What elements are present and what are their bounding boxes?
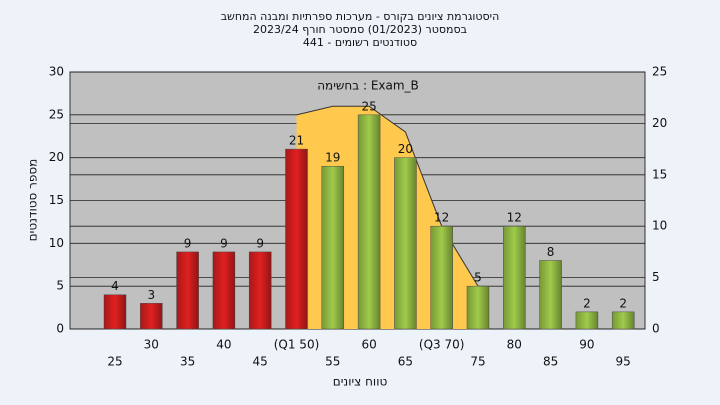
x-tick-label: 95: [616, 355, 631, 369]
chart-subtitle: סטודנטים רשומים - 441: [303, 36, 417, 49]
value-label: 3: [147, 288, 155, 302]
value-label: 4: [111, 279, 119, 293]
y-axis-label: מספר סטודנטים: [26, 159, 40, 242]
y-tick-label: 25: [49, 107, 64, 121]
y-tick-label: 15: [49, 193, 64, 207]
x-axis-label: טווח ציונים: [333, 375, 388, 389]
value-label: 9: [256, 236, 264, 250]
value-label: 19: [325, 151, 340, 165]
value-label: 12: [434, 211, 449, 225]
y2-tick-label: 10: [652, 219, 667, 233]
y-tick-label: 20: [49, 150, 64, 164]
x-tick-label: 40: [216, 338, 231, 352]
value-label: 5: [474, 271, 482, 285]
y-tick-label: 30: [49, 65, 64, 79]
x-tick-label: 55: [325, 355, 340, 369]
bar-shade: [467, 286, 489, 329]
y-tick-label: 0: [56, 322, 64, 336]
value-label: 2: [619, 296, 627, 310]
value-label: 9: [184, 236, 192, 250]
x-tick-label: 65: [398, 355, 413, 369]
value-label: 12: [507, 211, 522, 225]
x-tick-label: 60: [361, 338, 376, 352]
x-tick-label: 25: [107, 355, 122, 369]
bar-shade: [503, 226, 526, 329]
bar-shade: [321, 166, 344, 329]
y2-tick-label: 5: [652, 270, 660, 284]
value-label: 21: [289, 134, 304, 148]
value-label: 2: [583, 296, 591, 310]
x-tick-label: 45: [253, 355, 268, 369]
y2-tick-label: 25: [652, 65, 667, 79]
bar-shade: [249, 251, 272, 329]
bar-shade: [394, 157, 417, 329]
bar-shade: [104, 294, 126, 329]
x-tick-label: 90: [579, 338, 594, 352]
x-tick-label: 75: [470, 355, 485, 369]
y-tick-label: 10: [49, 236, 64, 250]
chart-subtitle: בסמסטר (01/2023) סמסטר חורף 2023/24: [253, 23, 467, 36]
bar-shade: [539, 260, 562, 329]
y2-tick-label: 20: [652, 116, 667, 130]
y2-tick-label: 0: [652, 322, 660, 336]
x-tick-label: (Q3 70): [419, 338, 465, 352]
bar-shade: [358, 114, 381, 329]
x-tick-label: 30: [144, 338, 159, 352]
y-tick-label: 5: [56, 279, 64, 293]
value-label: 8: [547, 245, 555, 259]
x-tick-label: 85: [543, 355, 558, 369]
bar-shade: [176, 251, 199, 329]
bar-shade: [575, 311, 598, 329]
x-tick-label: 35: [180, 355, 195, 369]
bar-shade: [212, 251, 235, 329]
bar-shade: [430, 226, 453, 329]
bar-shade: [140, 303, 163, 329]
bar-shade: [612, 311, 635, 329]
chart-title: היסטוגרמת ציונים בקורס - מערכות ספרתיות …: [221, 10, 500, 23]
value-label: 20: [398, 142, 413, 156]
value-label: 25: [361, 99, 376, 113]
value-label: 9: [220, 236, 228, 250]
bar-shade: [285, 149, 308, 329]
x-tick-label: 80: [507, 338, 522, 352]
y2-tick-label: 15: [652, 167, 667, 181]
annotation: בחשימה : Exam_B: [317, 79, 419, 93]
x-tick-label: (Q1 50): [274, 338, 320, 352]
